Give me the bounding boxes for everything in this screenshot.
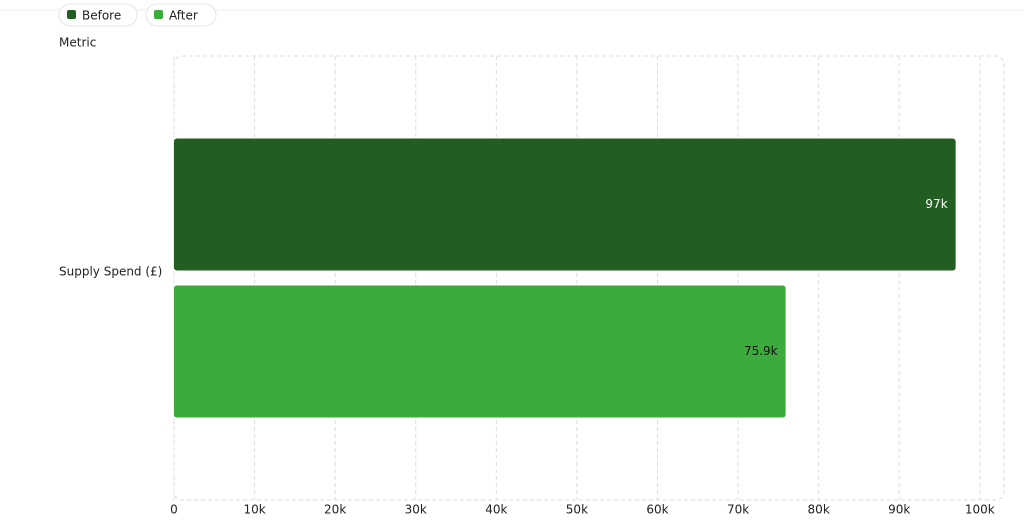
plot-border [173,55,1005,501]
legend-item [58,3,138,27]
x-tick-label: 90k [888,503,910,517]
value-label: 97k [925,197,947,211]
x-tick-label: 100k [965,503,995,517]
value-label: 75.9k [744,344,778,358]
legend-label: Before [82,9,121,23]
bar [174,138,956,271]
x-tick-label: 40k [485,503,507,517]
legend-swatch [154,10,163,19]
x-tick-label: 80k [808,503,830,517]
x-tick-label: 70k [727,503,749,517]
x-tick-label: 60k [646,503,668,517]
bar [174,285,786,418]
x-tick-label: 0 [170,503,178,517]
y-tick-label: Supply Spend (£) [59,265,162,279]
legend-label: After [169,9,198,23]
x-tick-label: 50k [566,503,588,517]
legend-swatch [67,10,76,19]
legend-item [145,3,217,27]
x-tick-label: 10k [243,503,265,517]
y-axis-label: Metric [59,36,96,50]
x-tick-label: 20k [324,503,346,517]
x-tick-label: 30k [405,503,427,517]
